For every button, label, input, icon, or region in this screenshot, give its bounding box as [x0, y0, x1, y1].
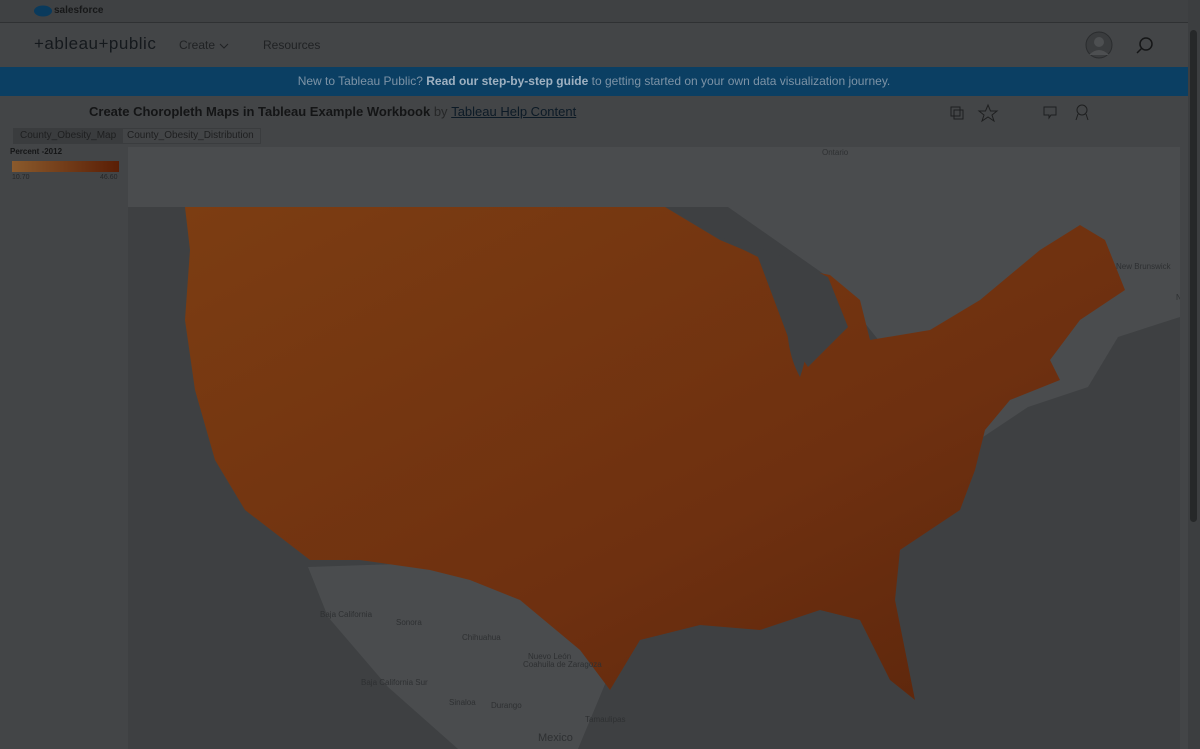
legend-max: 46.60 — [100, 174, 118, 181]
great-lakes — [718, 237, 848, 367]
map-label: Baja California — [320, 610, 373, 619]
lake-michigan — [786, 297, 807, 377]
map-label: Mexico — [538, 732, 573, 744]
scroll-thumb[interactable] — [1190, 30, 1197, 522]
nav-resources[interactable]: Resources — [263, 38, 321, 52]
workbook-title: Create Choropleth Maps in Tableau Exampl… — [89, 104, 431, 119]
tab[interactable]: County_Obesity_Map — [13, 128, 124, 144]
chevron — [219, 43, 229, 49]
map-label: Baja California Sur — [361, 678, 428, 687]
map-label: Coahuila de Zaragoza — [523, 660, 602, 669]
cloud-icon — [34, 5, 52, 17]
map-label: Sinaloa — [449, 698, 476, 707]
us-choropleth — [185, 207, 1125, 700]
author-link[interactable]: Tableau Help Content — [451, 104, 577, 119]
avatar[interactable] — [1085, 31, 1113, 59]
search-icon[interactable] — [1135, 36, 1155, 56]
banner-link[interactable]: Read our step-by-step guide — [426, 74, 589, 88]
logo[interactable]: +ableau+public — [34, 34, 157, 53]
banner: New to Tableau Public? Read our step-by-… — [0, 67, 1188, 96]
map: Ontario New Brunswick Nova Baja California S… — [128, 147, 1180, 749]
legend-ramp — [12, 161, 119, 172]
banner-rest: to getting started on your own data visu… — [591, 74, 891, 88]
map-label: Ontario — [822, 148, 849, 157]
nav-create[interactable]: Create — [179, 38, 216, 52]
workbook-header: Create Choropleth Maps in Tableau Exampl… — [89, 104, 576, 119]
legend-title: Percent -2012 — [10, 147, 63, 156]
legend-min: 10.70 — [12, 174, 30, 181]
map-label: Tamaulipas — [585, 715, 625, 724]
map-label: New Brunswick — [1116, 262, 1172, 271]
map-label: Chihuahua — [462, 633, 501, 642]
brand: salesforce — [54, 5, 104, 16]
map-label: Nuevo León — [528, 652, 571, 661]
map-label: Durango — [491, 701, 522, 710]
banner-lead: New to Tableau Public? — [297, 74, 423, 88]
tab[interactable]: County_Obesity_Distribution — [120, 128, 261, 144]
map-label: Nova — [1176, 293, 1180, 302]
nav-bar: +ableau+public Create Resources — [0, 23, 1188, 67]
salesforce-bar: salesforce — [0, 0, 1200, 23]
toolbar-icons — [950, 103, 1089, 123]
by: by — [433, 104, 448, 119]
map-label: Sonora — [396, 618, 422, 627]
